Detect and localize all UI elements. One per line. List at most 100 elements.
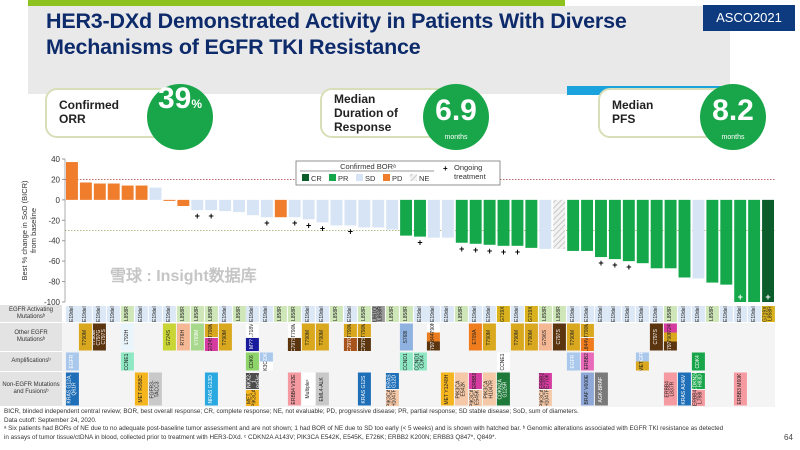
bar-sd <box>288 199 301 218</box>
activating-mutation-cell: L858R <box>705 306 719 322</box>
non-egfr-cell: PIK3CA H1047R <box>538 389 552 406</box>
bar-sd <box>427 199 440 238</box>
legend-title: Confirmed BORᵃ <box>340 162 396 171</box>
non-egfr-cell: ERBB3 M60K <box>733 373 747 406</box>
bar-sd <box>539 199 552 249</box>
bar-pd <box>66 162 78 200</box>
activating-mutation-cell: E19del <box>469 306 483 322</box>
stat-pfs-circle: 8.2 months <box>700 84 766 150</box>
other-mutation-cell: G724S <box>204 337 218 351</box>
row-label: Other EGFR Mutationsᵇ <box>0 323 62 352</box>
non-egfr-cell: NRAS G13D <box>204 373 218 406</box>
bar-pd <box>107 183 120 200</box>
other-mutation-cell: T790M <box>510 324 524 351</box>
other-mutation-cell: G724S <box>664 324 678 333</box>
bar-sd <box>441 199 454 238</box>
activating-mutation-cell: E19del <box>135 306 148 322</box>
bar-pd <box>79 182 92 200</box>
activating-mutation-cell: L858R <box>176 306 190 322</box>
row-label: EGFR Activating Mutationsᵇ <box>0 305 62 323</box>
stat-label: Median Duration of Response <box>334 92 398 134</box>
bar-pr <box>748 199 761 302</box>
bar-sd <box>260 199 273 218</box>
mutation-table: EGFR Activating Mutationsᵇ Other EGFR Mut… <box>0 305 800 407</box>
conference-badge: ASCO2021 <box>703 5 795 31</box>
bar-pr <box>734 199 747 302</box>
amplification-cell: EGFR <box>566 353 580 371</box>
other-mutation-cell: E709A <box>469 324 483 351</box>
stat-unit: % <box>191 97 203 111</box>
activating-mutation-cell: E19del <box>246 306 260 322</box>
bar-pr <box>706 199 719 283</box>
bar-pr <box>483 199 496 245</box>
non-egfr-cell: MET, PIK3CA <box>246 389 260 406</box>
bar-pr <box>608 199 621 260</box>
stat-value: 6.9 <box>435 94 477 127</box>
non-egfr-cell: AGK-BRAF <box>594 373 608 406</box>
bar-pr <box>400 199 413 236</box>
activating-mutation-cell: E19del <box>622 306 636 322</box>
bar-pr <box>525 199 538 248</box>
stat-label: Confirmed ORR <box>59 98 119 126</box>
y-tick-label: -60 <box>48 257 60 266</box>
activating-mutation-cell: G719X <box>497 306 510 322</box>
amplification-cell: CDK6 <box>246 353 260 371</box>
activating-mutation-cell: E19del <box>608 306 622 322</box>
bar-pr <box>664 199 677 269</box>
non-egfr-cell: Multipleᶜ <box>302 373 316 406</box>
stat-orr-circle: 39% <box>147 84 213 150</box>
ongoing-marker: + <box>738 292 743 302</box>
other-mutation-cell: T790M <box>580 324 594 337</box>
activating-mutation-cell: E19del <box>218 306 232 322</box>
activating-mutation-cell: G719X <box>524 306 538 322</box>
activating-mutation-cell: E19del <box>650 306 664 322</box>
ongoing-marker: + <box>348 226 353 236</box>
footnotes: BICR, blinded independent central review… <box>4 408 776 442</box>
activating-mutation-cell: E19del <box>636 306 650 322</box>
non-egfr-cell: MET Y1248H <box>441 373 455 406</box>
legend-label-sd: SD <box>365 174 376 183</box>
amplification-cell: EGFR <box>65 353 79 371</box>
bar-ne <box>553 199 566 249</box>
y-tick-label: -80 <box>48 278 60 287</box>
legend-label-pr: PR <box>338 174 349 183</box>
amplification-cell: CDK4 <box>260 353 274 362</box>
activating-mutation-cell: E19del <box>343 306 357 322</box>
bar-sd <box>692 199 705 279</box>
activating-mutation-cell: E19del <box>162 306 176 322</box>
bar-pd <box>274 199 287 218</box>
legend-label-pd: PD <box>392 174 403 183</box>
activating-mutation-cell: E19del <box>483 306 497 322</box>
non-egfr-cell: ERBB2 E770K <box>538 373 552 389</box>
other-mutation-cell: T790M <box>427 324 441 333</box>
bar-sd <box>191 199 204 211</box>
activating-mutation-cell: E19del <box>302 306 316 322</box>
watermark: 雪球 : Insight数据库 <box>110 268 257 285</box>
other-mutation-cell: C797S <box>552 324 566 351</box>
other-mutation-cell: L792H <box>121 324 135 351</box>
activating-mutation-cell: L858R <box>288 306 302 322</box>
other-mutation-cell: T790M <box>79 324 93 351</box>
bar-sd <box>386 199 399 230</box>
stat-label: Median PFS <box>612 98 654 126</box>
non-egfr-cell: KRAS G12D <box>385 373 399 389</box>
bar-pd <box>177 199 190 206</box>
bar-pr <box>720 199 733 285</box>
y-tick-label: -20 <box>48 216 60 225</box>
ongoing-marker: + <box>598 258 603 268</box>
y-tick-label: -100 <box>44 298 61 305</box>
bar-pr <box>595 199 607 258</box>
ongoing-marker: + <box>501 247 506 257</box>
stat-value: 8.2 <box>712 94 754 127</box>
other-mutation-cell: M?? <box>246 337 260 351</box>
activating-mutation-cell: L858R <box>121 306 135 322</box>
bar-pr <box>469 199 482 244</box>
other-mutation-cell: T790M <box>524 324 538 351</box>
other-mutation-cell: C797S <box>650 324 664 351</box>
waterfall-chart: 40 20 0 -20 -40 -60 -80 -100 Best % change in So… <box>20 155 775 305</box>
activating-mutation-cell: E19del <box>79 306 93 322</box>
title-line-1: HER3-DXd Demonstrated Activity in Patien… <box>46 9 627 33</box>
other-mutation-cell: T790M <box>483 324 497 351</box>
other-mutation-cell: T790M <box>316 324 329 351</box>
bar-sd <box>246 199 259 216</box>
